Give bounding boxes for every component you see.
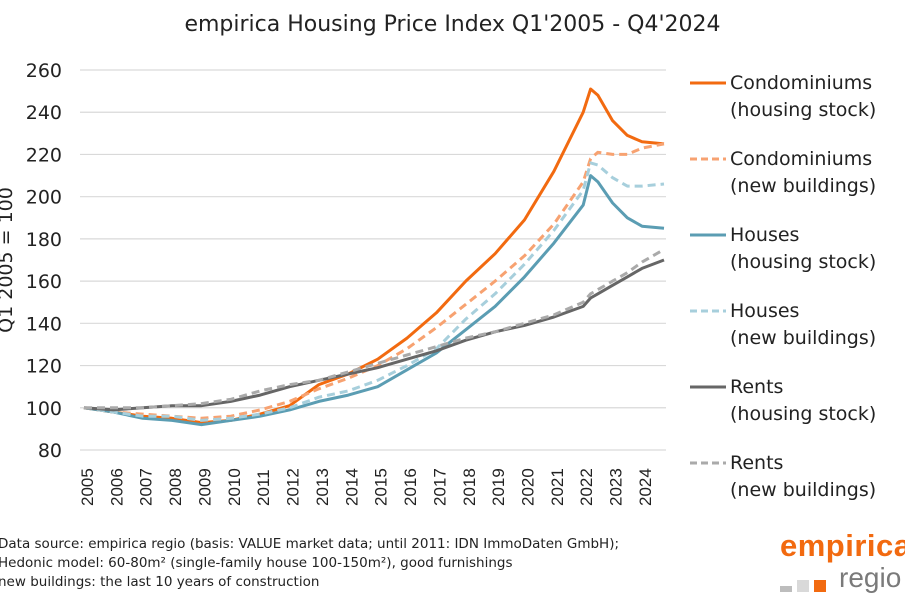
series-line-rents-new-buildings — [84, 248, 665, 410]
x-tick-label: 2007 — [137, 468, 156, 506]
legend: Condominiums (housing stock) Condominiums… — [690, 70, 905, 526]
x-tick-label: 2014 — [342, 468, 361, 506]
series-line-rents-housing-stock — [83, 258, 665, 412]
y-tick-label: 120 — [26, 356, 62, 378]
logo-square-icon — [797, 580, 809, 592]
y-tick-label: 200 — [26, 187, 62, 209]
y-tick-label: 220 — [26, 144, 62, 166]
x-tick-label: 2023 — [607, 468, 626, 506]
legend-swatch — [690, 385, 726, 389]
y-tick-label: 180 — [26, 229, 62, 251]
x-tick-label: 2013 — [313, 468, 332, 506]
legend-label: Houses — [730, 224, 800, 246]
x-tick-label: 2019 — [489, 468, 508, 506]
legend-item-rents-stock[interactable]: Rents (housing stock) — [690, 374, 905, 450]
x-tick-label: 2012 — [284, 468, 303, 506]
x-tick-label: 2011 — [254, 469, 273, 506]
gridlines — [80, 69, 666, 451]
footnote-line-model: Hedonic model: 60-80m² (single-family ho… — [0, 555, 513, 571]
x-tick-label: 2022 — [577, 468, 596, 506]
legend-item-condo-stock[interactable]: Condominiums (housing stock) — [690, 70, 905, 146]
x-tick-label: 2009 — [195, 468, 214, 506]
legend-sublabel: (new buildings) — [730, 175, 877, 197]
legend-sublabel: (housing stock) — [730, 99, 877, 121]
x-tick-label: 2010 — [225, 468, 244, 506]
x-tick-label: 2015 — [372, 468, 391, 506]
legend-sublabel: (new buildings) — [730, 479, 877, 501]
legend-item-rents-new[interactable]: Rents (new buildings) — [690, 450, 905, 526]
x-tick-label: 2021 — [548, 468, 567, 506]
legend-swatch — [690, 157, 726, 161]
logo-wordmark-regio: regio — [839, 562, 902, 593]
legend-sublabel: (housing stock) — [730, 403, 877, 425]
legend-item-houses-new[interactable]: Houses (new buildings) — [690, 298, 905, 374]
footnote: Data source: empirica regio (basis: VALU… — [0, 535, 619, 592]
legend-label: Houses — [730, 300, 800, 322]
series-line-houses-housing-stock — [83, 174, 665, 427]
y-tick-label: 260 — [26, 60, 62, 82]
y-tick-label: 240 — [26, 102, 62, 124]
footnote-line-new-buildings: new buildings: the last 10 years of cons… — [0, 574, 320, 590]
legend-swatch — [690, 309, 726, 313]
logo-square-icon — [814, 580, 826, 592]
x-tick-label: 2006 — [107, 468, 126, 506]
y-tick-label: 100 — [26, 398, 62, 420]
x-axis-ticks: 2005 2006 2007 2008 2009 2010 2011 2012 2013 2014… — [78, 468, 655, 506]
legend-item-condo-new[interactable]: Condominiums (new buildings) — [690, 146, 905, 222]
x-tick-label: 2008 — [166, 468, 185, 506]
footnote-line-source: Data source: empirica regio (basis: VALU… — [0, 536, 620, 552]
y-tick-label: 140 — [26, 313, 62, 335]
x-tick-label: 2017 — [430, 468, 449, 506]
legend-swatch — [690, 461, 726, 465]
y-axis-label: Q1 2005 = 100 — [0, 187, 17, 333]
chart-title: empirica Housing Price Index Q1'2005 - Q… — [184, 12, 721, 37]
legend-sublabel: (new buildings) — [730, 327, 877, 349]
legend-swatch — [690, 81, 726, 85]
legend-label: Rents — [730, 452, 784, 474]
logo-square-icon — [780, 586, 792, 592]
x-tick-label: 2016 — [401, 468, 420, 506]
series-line-condominiums-housing-stock — [83, 87, 665, 425]
legend-label: Condominiums — [730, 72, 873, 94]
empirica-regio-logo: empirica regio — [780, 530, 905, 592]
legend-item-houses-stock[interactable]: Houses (housing stock) — [690, 222, 905, 298]
y-tick-label: 160 — [26, 271, 62, 293]
series-line-houses-new-buildings — [83, 161, 665, 422]
series-line-condominiums-new-buildings — [83, 142, 665, 420]
legend-label: Condominiums — [730, 148, 873, 170]
y-tick-label: 80 — [38, 440, 62, 462]
x-tick-label: 2005 — [78, 468, 97, 506]
x-tick-label: 2020 — [519, 468, 538, 506]
series-lines — [83, 87, 665, 427]
y-axis-ticks: 80 100 120 140 160 180 200 220 240 260 — [26, 60, 62, 462]
legend-swatch — [690, 233, 726, 237]
x-tick-label: 2024 — [636, 468, 655, 506]
x-tick-label: 2018 — [460, 468, 479, 506]
legend-sublabel: (housing stock) — [730, 251, 877, 273]
logo-wordmark-empirica: empirica — [780, 528, 905, 563]
legend-label: Rents — [730, 376, 784, 398]
